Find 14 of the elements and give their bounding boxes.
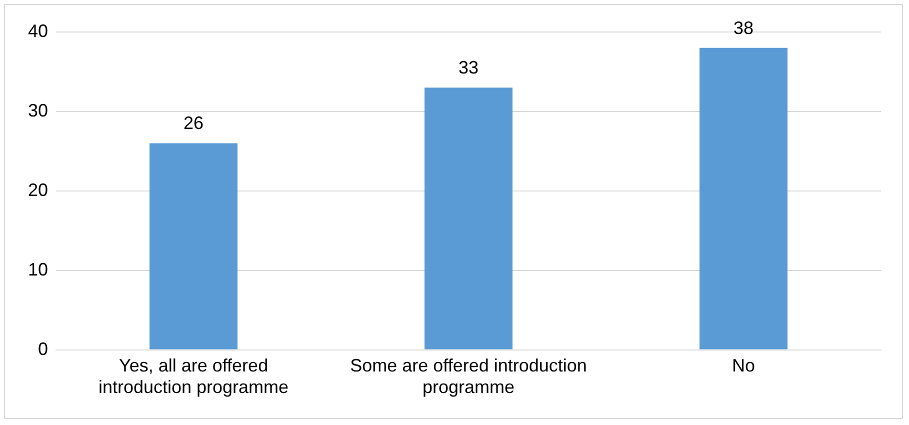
x-tick-label: No bbox=[732, 356, 756, 376]
bar bbox=[150, 143, 238, 350]
y-tick-label: 0 bbox=[38, 338, 48, 359]
data-label: 33 bbox=[458, 58, 479, 78]
x-tick-label: Some are offered introduction programme bbox=[350, 356, 587, 398]
y-tick-label: 40 bbox=[28, 20, 48, 41]
y-tick-label: 20 bbox=[28, 180, 48, 200]
data-label: 26 bbox=[184, 113, 204, 134]
y-tick-label: 30 bbox=[28, 100, 48, 120]
bar bbox=[700, 48, 788, 350]
x-tick-label: Yes, all are offered introduction programme bbox=[98, 356, 289, 398]
bar bbox=[424, 88, 513, 350]
y-tick-label: 10 bbox=[28, 259, 48, 280]
data-label: 38 bbox=[733, 18, 754, 38]
